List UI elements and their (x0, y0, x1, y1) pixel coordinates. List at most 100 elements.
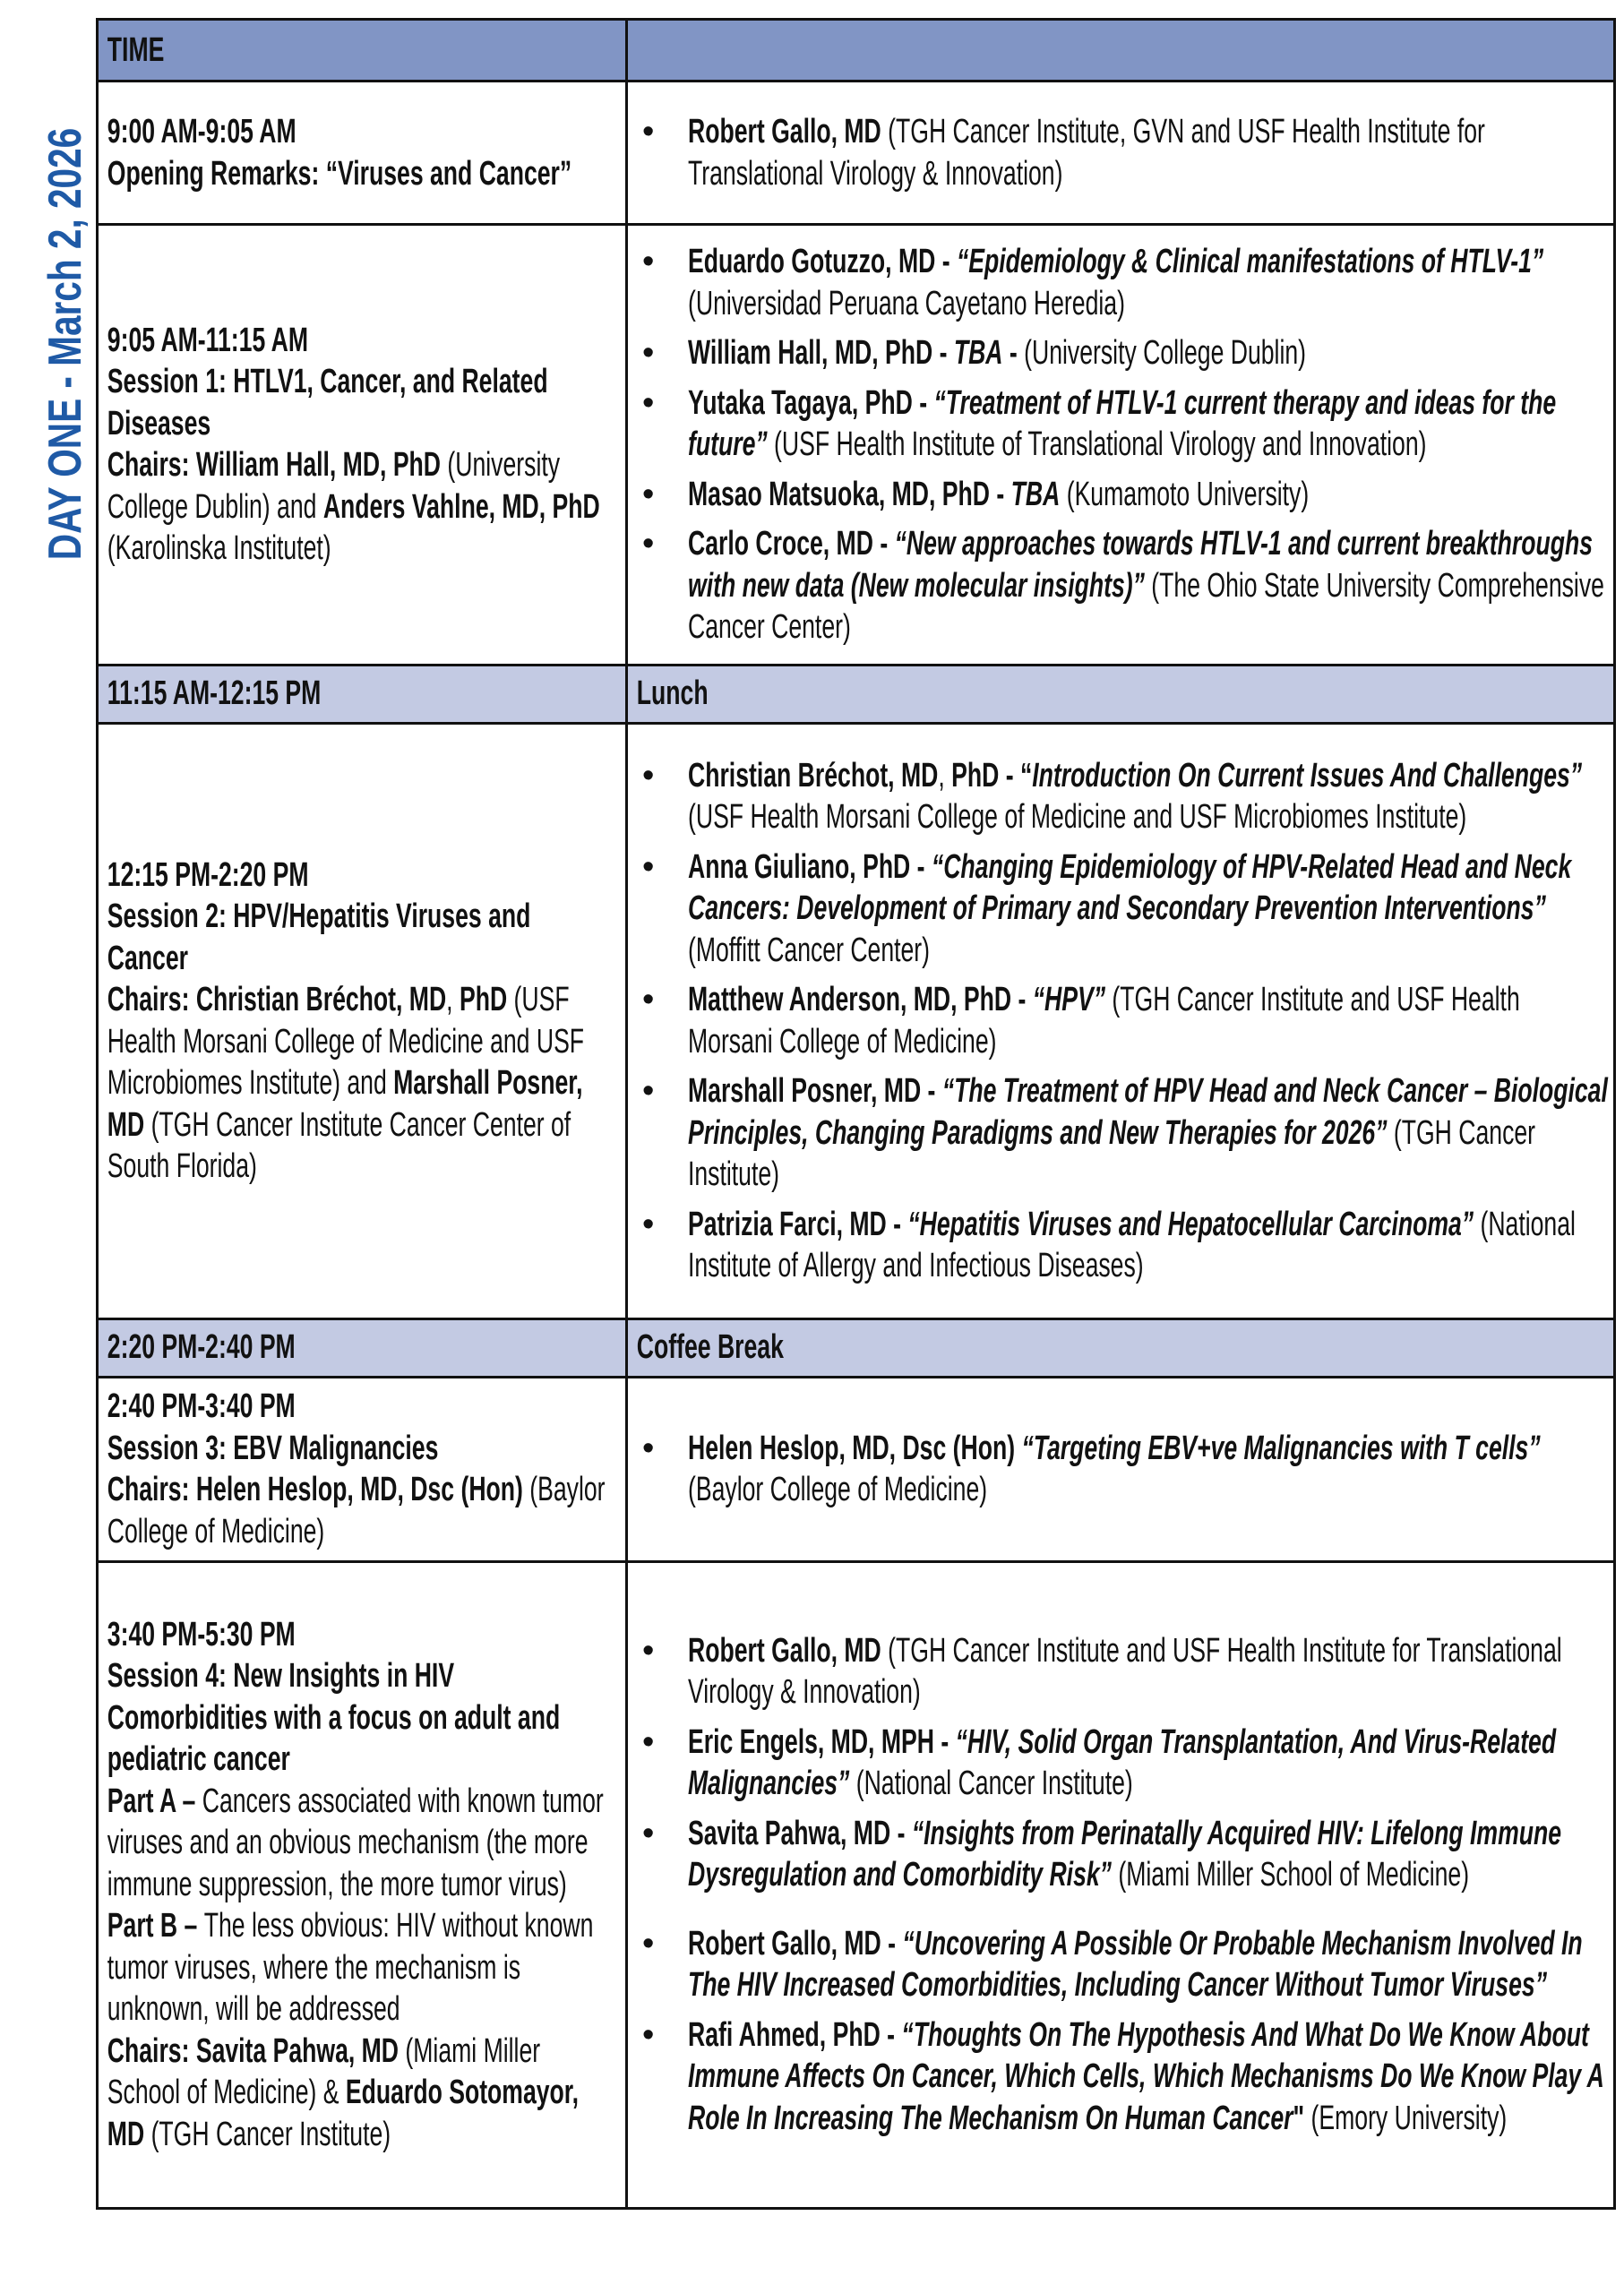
text-segment: Opening Remarks: “Viruses and Cancer” (107, 154, 572, 193)
session-line: Chairs: William Hall, MD, PhD (Universit… (107, 444, 613, 570)
session-line: Part B – The less obvious: HIV without k… (107, 1905, 613, 2031)
text-segment: “Changing Epidemiology of HPV-Related He… (688, 847, 1572, 928)
bullet-icon: • (642, 981, 655, 1018)
text-segment: (USF Health Morsani College of Medicine … (107, 981, 585, 1102)
text-segment: Introduction On Current Issues And Chall… (1032, 756, 1583, 794)
session-line: Opening Remarks: “Viruses and Cancer” (107, 153, 613, 195)
text-segment: “Epidemiology & Clinical manifestations … (956, 243, 1544, 280)
bullet-icon: • (642, 1631, 655, 1670)
text-segment: (USF Health Morsani College of Medicine … (688, 798, 1467, 836)
header-time: TIME (107, 30, 165, 69)
session-line: Part A – Cancers associated with known t… (107, 1781, 613, 1906)
session-line: Chairs: Christian Bréchot, MD, PhD (USF … (107, 979, 613, 1188)
text-segment: Helen Heslop, MD, Dsc (Hon) (688, 1429, 1022, 1467)
session-line: 2:40 PM-3:40 PM (107, 1386, 613, 1428)
text-segment: (Karolinska Institutet) (107, 529, 331, 568)
speaker-text: Carlo Croce, MD - “New approaches toward… (688, 523, 1608, 648)
text-segment: (University College Dublin) (1024, 334, 1307, 372)
speaker-text: Matthew Anderson, MD, PhD - “HPV” (TGH C… (688, 979, 1608, 1062)
text-segment: (TGH Cancer Institute and USF Health Ins… (688, 1631, 1562, 1712)
bullet-icon: • (642, 1429, 655, 1467)
text-segment: Session 2: HPV/Hepatitis Viruses and Can… (107, 897, 531, 977)
session-time-cell: 12:15 PM-2:20 PM Session 2: HPV/Hepatitis… (96, 721, 628, 1320)
text-segment: (Emory University) (1304, 2099, 1508, 2137)
speaker-item: • Marshall Posner, MD - “The Treatment of… (630, 1070, 1612, 1196)
text-segment: (Universidad Peruana Cayetano Heredia) (688, 284, 1125, 322)
text-segment: (Miami Miller School of Medicine) (1111, 1856, 1470, 1894)
speaker-text: Anna Giuliano, PhD - “Changing Epidemiol… (688, 846, 1608, 972)
text-segment: (Kumamoto University) (1060, 475, 1310, 513)
text-segment: The less obvious: HIV without known tumo… (107, 1907, 594, 2029)
speaker-item: • Robert Gallo, MD - “Uncovering A Possi… (630, 1923, 1612, 2006)
text-segment: William Hall, MD, PhD - (688, 334, 954, 372)
speaker-item: • Christian Bréchot, MD, PhD - “Introduct… (630, 755, 1612, 838)
speaker-text: Helen Heslop, MD, Dsc (Hon) “Targeting E… (688, 1428, 1608, 1511)
session-row: 9:05 AM-11:15 AM Session 1: HTLV1, Cancer… (96, 223, 1616, 666)
speaker-item: • Eduardo Gotuzzo, MD - “Epidemiology & C… (630, 241, 1612, 324)
speaker-item: • Helen Heslop, MD, Dsc (Hon) “Targeting … (630, 1428, 1612, 1511)
session-line: Session 2: HPV/Hepatitis Viruses and Can… (107, 896, 613, 979)
session-details: 9:00 AM-9:05 AM Opening Remarks: “Viruses… (100, 111, 614, 195)
text-segment: Chairs: Savita Pahwa, MD (107, 2031, 400, 2070)
text-segment: “New approaches towards HTLV-1 and curre… (688, 525, 1594, 605)
break-row: 2:20 PM-2:40 PM Coffee Break (96, 1317, 1616, 1378)
text-segment: “Insights from Perinatally Acquired HIV:… (688, 1814, 1562, 1894)
text-segment: “HPV” (1032, 981, 1106, 1018)
text-segment: (University College Dublin) and (107, 446, 561, 526)
break-label: Lunch (636, 674, 709, 713)
bullet-icon: • (642, 756, 655, 794)
text-segment: Chairs: William Hall, MD, PhD (107, 446, 442, 485)
text-segment: Eduardo Sotomayor, MD (107, 2074, 580, 2153)
header-time-cell: TIME (96, 18, 628, 82)
text-segment: (TGH Cancer Institute and USF Health Mor… (688, 981, 1520, 1061)
session-line: Session 1: HTLV1, Cancer, and Related Di… (107, 361, 613, 444)
text-segment: 12:15 PM-2:20 PM (107, 855, 309, 894)
text-segment: (Moffitt Cancer Center) (688, 931, 931, 969)
session-row: 2:40 PM-3:40 PM Session 3: EBV Malignanci… (96, 1375, 1616, 1563)
bullet-icon: • (642, 334, 655, 372)
text-segment: Robert Gallo, MD (688, 113, 881, 150)
text-segment: - (1002, 334, 1025, 372)
text-segment: “Uncovering A Possible Or Probable Mecha… (688, 1924, 1583, 2005)
bullet-icon: • (642, 847, 655, 886)
speaker-text: Rafi Ahmed, PhD - “Thoughts On The Hypot… (688, 2014, 1608, 2140)
speaker-item: • Anna Giuliano, PhD - “Changing Epidemio… (630, 846, 1612, 972)
header-row: TIME (96, 18, 1616, 82)
text-segment: (USF Health Institute of Translational V… (767, 425, 1427, 463)
text-segment: 9:05 AM-11:15 AM (107, 321, 309, 359)
text-segment: Marshall Posner, MD (107, 1064, 583, 1144)
session-time-cell: 9:00 AM-9:05 AM Opening Remarks: “Viruses… (96, 80, 628, 226)
session-line: 3:40 PM-5:30 PM (107, 1614, 613, 1656)
speakers-cell: • Eduardo Gotuzzo, MD - “Epidemiology & C… (625, 223, 1616, 666)
speaker-text: Eduardo Gotuzzo, MD - “Epidemiology & Cl… (688, 241, 1608, 324)
session-details: 2:40 PM-3:40 PM Session 3: EBV Malignanci… (100, 1386, 614, 1552)
text-segment: Part B – (107, 1907, 204, 1945)
session-line: Session 3: EBV Malignancies (107, 1428, 613, 1470)
session-details: 12:15 PM-2:20 PM Session 2: HPV/Hepatitis… (100, 855, 614, 1188)
speaker-text: Robert Gallo, MD - “Uncovering A Possibl… (688, 1923, 1608, 2006)
text-segment: Part A – (107, 1782, 202, 1820)
text-segment: PhD - “ (951, 756, 1033, 794)
speaker-item: • Patrizia Farci, MD - “Hepatitis Viruses… (630, 1204, 1612, 1287)
text-segment: (Baylor College of Medicine) (107, 1471, 606, 1550)
text-segment: Masao Matsuoka, MD, PhD - (688, 475, 1011, 513)
session-row: 9:00 AM-9:05 AM Opening Remarks: “Viruses… (96, 80, 1616, 226)
speaker-list: • Helen Heslop, MD, Dsc (Hon) “Targeting … (630, 1413, 1612, 1526)
text-segment: 2:40 PM-3:40 PM (107, 1387, 296, 1425)
text-segment: Robert Gallo, MD (688, 1631, 881, 1670)
break-label-cell: Lunch (625, 663, 1616, 725)
text-segment: (Baylor College of Medicine) (688, 1471, 988, 1508)
text-segment: “Treatment of HTLV-1 current therapy and… (688, 383, 1557, 464)
text-segment: Eric Engels, MD, MPH - (688, 1722, 956, 1761)
bullet-icon: • (642, 1072, 655, 1110)
speaker-item: • Robert Gallo, MD (TGH Cancer Institute,… (630, 111, 1612, 194)
text-segment: TBA (1010, 475, 1061, 513)
bullet-icon: • (642, 2015, 655, 2054)
session-time-cell: 3:40 PM-5:30 PM Session 4: New Insights i… (96, 1559, 628, 2210)
session-line: Chairs: Helen Heslop, MD, Dsc (Hon) (Bay… (107, 1469, 613, 1552)
text-segment: Chairs: Helen Heslop, MD, Dsc (Hon) (107, 1471, 523, 1508)
text-segment: Cancers associated with known tumor viru… (107, 1782, 604, 1903)
text-segment: (TGH Cancer Institute Cancer Center of S… (107, 1105, 571, 1186)
session-line: Chairs: Savita Pahwa, MD (Miami Miller S… (107, 2031, 613, 2156)
text-segment: , (938, 756, 952, 794)
